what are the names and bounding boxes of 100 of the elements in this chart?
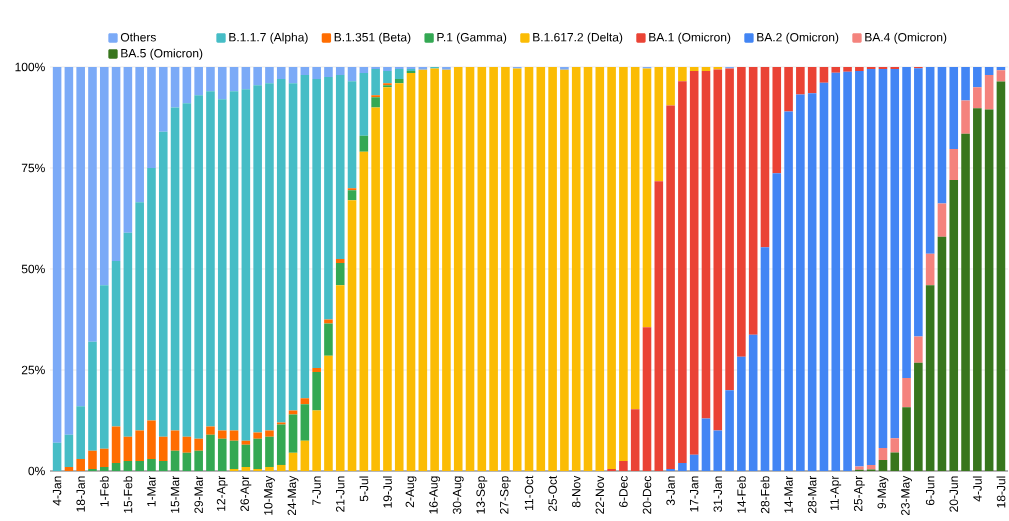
- bar: [855, 71, 864, 467]
- bar: [607, 468, 616, 471]
- bar: [796, 94, 805, 471]
- bar: [335, 262, 345, 286]
- bar: [182, 452, 192, 471]
- x-tick-label: 23-May: [901, 475, 912, 516]
- x-tick-label: 14-Feb: [736, 476, 746, 513]
- bar: [925, 285, 935, 471]
- bar: [772, 67, 782, 174]
- bar: [123, 232, 133, 437]
- bar: [937, 236, 947, 471]
- bar: [571, 67, 581, 471]
- bar: [76, 406, 85, 459]
- x-tick-label: 6-Jun: [925, 476, 935, 506]
- bar: [371, 97, 380, 108]
- bar: [158, 460, 168, 471]
- bar: [265, 83, 274, 431]
- bar: [595, 67, 605, 471]
- bar: [217, 67, 227, 100]
- x-tick-label: 19-Jul: [383, 476, 392, 508]
- bar: [442, 67, 451, 70]
- x-tick-label: 25-Apr: [853, 475, 865, 512]
- bar: [925, 253, 935, 286]
- bar: [630, 67, 640, 410]
- bar: [99, 67, 109, 286]
- bar: [335, 75, 345, 259]
- bar: [654, 67, 664, 182]
- bar: [394, 79, 404, 84]
- bar: [902, 378, 911, 408]
- bar: [642, 327, 652, 471]
- bar: [973, 108, 982, 471]
- bar: [300, 404, 310, 441]
- x-tick-label: 20-Dec: [642, 476, 652, 514]
- bar: [288, 67, 298, 84]
- bar: [253, 468, 262, 471]
- bar: [937, 203, 947, 237]
- bar: [99, 466, 109, 471]
- x-tick-label: 13-Sep: [476, 476, 488, 514]
- bar: [914, 336, 923, 363]
- bar: [666, 105, 675, 469]
- bar: [501, 67, 510, 471]
- x-tick-label: 2-Aug: [405, 476, 417, 508]
- bar: [170, 430, 180, 451]
- bar: [312, 67, 321, 80]
- y-tick-label: 100%: [15, 62, 45, 72]
- bar: [253, 67, 262, 86]
- legend-label: B.1.617.2 (Delta): [533, 32, 623, 44]
- bar: [713, 430, 723, 471]
- x-tick-label: 20-Jun: [949, 476, 958, 512]
- bar: [265, 430, 274, 437]
- bar: [878, 447, 888, 461]
- bar: [689, 67, 699, 72]
- x-tick-label: 29-Mar: [194, 475, 203, 514]
- x-tick-label: 5-Jul: [359, 476, 369, 502]
- bar: [288, 414, 298, 453]
- x-tick-label: 22-Nov: [595, 475, 605, 514]
- x-tick-label: 12-Apr: [216, 475, 228, 511]
- bar: [914, 68, 923, 337]
- bar: [217, 99, 227, 431]
- bar: [418, 67, 428, 70]
- bar: [99, 285, 109, 449]
- bar: [241, 466, 251, 471]
- bar: [666, 67, 675, 106]
- bar: [678, 81, 687, 463]
- bar: [701, 71, 711, 419]
- bar: [984, 67, 994, 76]
- bar: [984, 75, 994, 110]
- legend-label: B.1.351 (Beta): [334, 32, 411, 44]
- bar: [430, 68, 439, 471]
- bar: [949, 67, 959, 150]
- bar: [772, 173, 782, 471]
- x-tick-label: 16-Aug: [429, 476, 441, 514]
- bar: [784, 111, 793, 471]
- bar: [147, 458, 156, 471]
- bar: [288, 410, 298, 415]
- bar: [324, 319, 333, 324]
- x-tick-label: 24-May: [287, 475, 299, 516]
- bar: [111, 67, 121, 261]
- bar: [111, 260, 121, 427]
- bar: [64, 67, 74, 435]
- bar: [170, 67, 180, 108]
- bar: [371, 69, 380, 96]
- bar: [111, 426, 121, 463]
- bar: [560, 67, 569, 70]
- bar: [371, 95, 380, 98]
- legend-label: Others: [120, 32, 156, 42]
- bar: [300, 398, 310, 405]
- bar: [335, 285, 345, 471]
- bar: [111, 462, 121, 471]
- x-tick-label: 18-Jan: [76, 476, 85, 512]
- bar: [324, 323, 333, 356]
- x-tick-label: 28-Mar: [807, 475, 817, 514]
- x-tick-label: 7-Jun: [312, 476, 321, 506]
- bar: [359, 73, 369, 136]
- bar: [324, 77, 333, 320]
- bar: [689, 454, 699, 471]
- bar: [229, 440, 239, 469]
- bar: [347, 200, 357, 471]
- bar: [642, 68, 652, 328]
- x-tick-label: 28-Feb: [760, 476, 770, 514]
